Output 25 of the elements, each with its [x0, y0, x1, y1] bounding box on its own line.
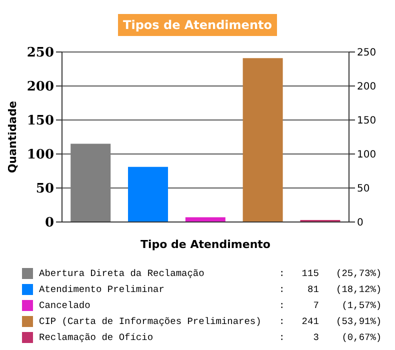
- y2-tick-label: 50: [357, 184, 370, 195]
- y2-tick-label: 150: [357, 116, 376, 127]
- text: : 241 (53,91%): [279, 316, 382, 326]
- y-tick-label: 200: [26, 80, 54, 95]
- y-axis-title: Quantidade: [6, 100, 19, 174]
- chart-title: Tipos de Atendimento: [118, 14, 277, 36]
- legend-label: CIP (Carta de Informações Preliminares): [39, 316, 262, 326]
- y-tick-label: 0: [44, 216, 54, 231]
- text: : 7 (1,57%): [279, 300, 382, 310]
- y2-tick-label: 250: [357, 48, 376, 59]
- legend-label: Cancelado: [39, 300, 92, 310]
- y-tick-label: 250: [26, 46, 54, 61]
- legend-label: Reclamação de Ofício: [39, 332, 154, 342]
- y-tick-label: 150: [26, 114, 54, 129]
- y2-tick-label: 100: [357, 150, 376, 161]
- y-tick-label: 100: [26, 148, 54, 163]
- text: : 3 (0,67%): [279, 332, 382, 342]
- legend-label: Abertura Direta da Reclamação: [39, 268, 206, 278]
- y2-tick-label: 200: [357, 82, 376, 93]
- y2-tick-label: 0: [357, 218, 364, 229]
- y-tick-label: 50: [36, 182, 54, 197]
- text: : 115 (25,73%): [279, 268, 382, 278]
- x-axis-title: Tipo de Atendimento: [140, 238, 271, 251]
- text: : 81 (18,12%): [279, 284, 382, 294]
- legend-label: Atendimento Preliminar: [39, 284, 166, 294]
